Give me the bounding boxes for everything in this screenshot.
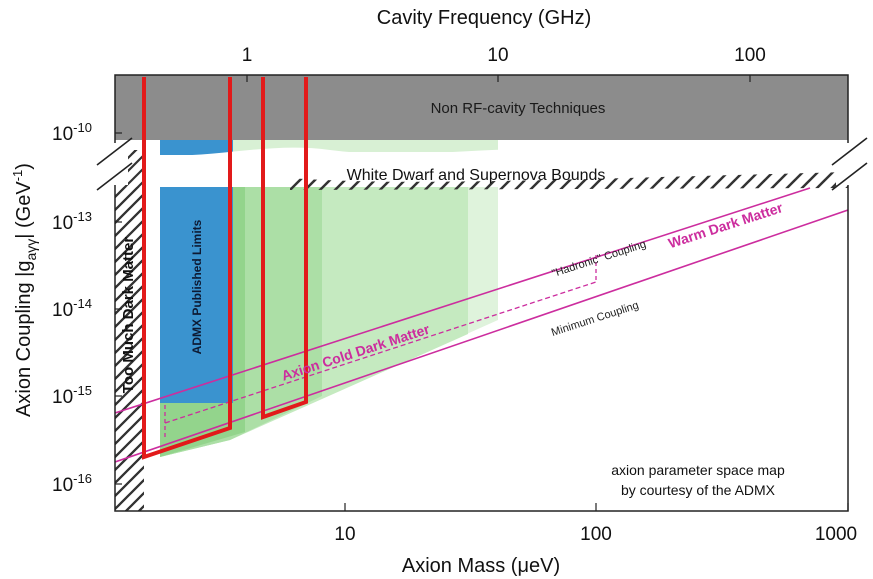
x-tick-label-1000: 1000 [815, 524, 857, 545]
top-tick-label-10: 10 [487, 45, 508, 66]
axis-break-left [96, 137, 133, 191]
top-axis-title: Cavity Frequency (GHz) [377, 7, 592, 29]
highlight-box-2 [261, 77, 308, 420]
x-axis-title: Axion Mass (μeV) [402, 555, 560, 577]
plot-frame [114, 74, 849, 512]
non-rf-cavity-region [115, 75, 848, 140]
x-axis-ticks [344, 503, 849, 511]
y-tick-label-1e-13: 10-13 [52, 209, 92, 234]
x-tick-label-100: 100 [580, 524, 612, 545]
svg-text:10-13: 10-13 [52, 209, 92, 234]
warm-dark-matter-label: Warm Dark Matter [666, 199, 785, 251]
axis-break-right [831, 137, 868, 191]
svg-text:10-16: 10-16 [52, 471, 92, 496]
svg-text:10-10: 10-10 [52, 120, 92, 145]
courtesy-annotation-line2: by courtesy of the ADMX [621, 482, 776, 498]
svg-text:10-15: 10-15 [52, 383, 92, 408]
top-axis-ticks [246, 75, 751, 82]
too-much-dark-matter-label: Too Much Dark Matter [120, 237, 137, 394]
hadronic-coupling-label: "Hadronic" Coupling [550, 238, 647, 280]
too-much-dm-hatch-top [115, 150, 144, 511]
svg-text:10-14: 10-14 [52, 296, 92, 321]
x-tick-label-10: 10 [334, 524, 355, 545]
admx-published-limits-region [160, 140, 233, 403]
y-axis-title: Axion Coupling |gaγγ| (GeV-1) [10, 163, 39, 417]
white-dwarf-label: White Dwarf and Supernova Bounds [347, 167, 606, 184]
white-dwarf-hatch [290, 172, 848, 190]
highlight-box-1 [142, 77, 232, 460]
minimum-coupling-label: Minimum Coupling [550, 299, 640, 339]
y-tick-label-1e-15: 10-15 [52, 383, 92, 408]
courtesy-annotation-line1: axion parameter space map [611, 462, 785, 478]
y-tick-label-1e-14: 10-14 [52, 296, 92, 321]
y-axis-ticks [115, 132, 122, 485]
y-tick-label-1e-16: 10-16 [52, 471, 92, 496]
y-tick-label-1e-10: 10-10 [52, 120, 92, 145]
admx-published-limits-label: ADMX Published Limits [190, 219, 204, 354]
top-tick-label-1: 1 [242, 45, 253, 66]
top-tick-label-100: 100 [734, 45, 766, 66]
non-rf-cavity-label: Non RF-cavity Techniques [431, 100, 606, 117]
